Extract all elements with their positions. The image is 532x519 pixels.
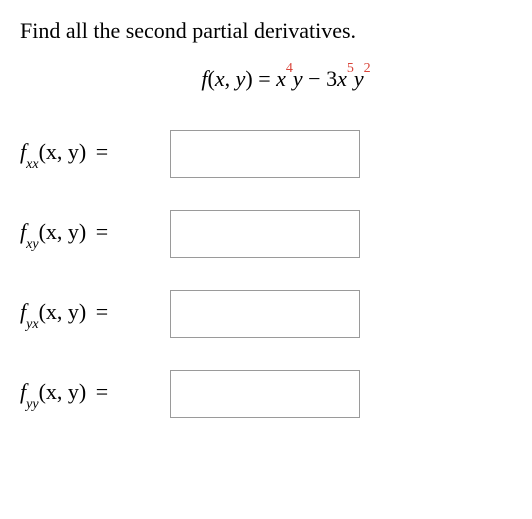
label-eq-3: = bbox=[92, 299, 112, 324]
eq-term2-exp: 5 bbox=[347, 61, 354, 76]
input-fxx[interactable] bbox=[170, 130, 360, 178]
label-eq-4: = bbox=[92, 379, 112, 404]
label-sub-xy: xy bbox=[26, 237, 38, 252]
eq-term2-exp2: 2 bbox=[364, 61, 371, 76]
input-fxy[interactable] bbox=[170, 210, 360, 258]
row-fyx: fyx(x, y) = bbox=[20, 290, 512, 338]
problem-prompt: Find all the second partial derivatives. bbox=[20, 18, 512, 44]
label-fyx: fyx(x, y) = bbox=[20, 299, 170, 329]
eq-minus: − bbox=[303, 66, 326, 91]
label-args-1: (x, y) bbox=[39, 139, 92, 164]
eq-y: y bbox=[236, 66, 246, 91]
label-sub-yy: yy bbox=[26, 397, 38, 412]
label-fyy: fyy(x, y) = bbox=[20, 379, 170, 409]
label-fxy: fxy(x, y) = bbox=[20, 219, 170, 249]
label-args-2: (x, y) bbox=[39, 219, 92, 244]
input-fyy[interactable] bbox=[170, 370, 360, 418]
eq-paren-close: ) bbox=[245, 66, 252, 91]
eq-term1-exp: 4 bbox=[286, 61, 293, 76]
label-sub-xx: xx bbox=[26, 157, 38, 172]
label-fxx: fxx(x, y) = bbox=[20, 139, 170, 169]
eq-term2-x: x bbox=[337, 66, 347, 91]
eq-term1-y: y bbox=[293, 66, 303, 91]
eq-term2-coef: 3 bbox=[326, 66, 337, 91]
label-args-3: (x, y) bbox=[39, 299, 92, 324]
label-eq-2: = bbox=[92, 219, 112, 244]
label-args-4: (x, y) bbox=[39, 379, 92, 404]
eq-term1-x: x bbox=[276, 66, 286, 91]
eq-x: x bbox=[215, 66, 225, 91]
function-equation: f(x, y) = x4y − 3x5y2 bbox=[60, 66, 512, 92]
eq-comma: , bbox=[225, 66, 236, 91]
eq-term2-y: y bbox=[354, 66, 364, 91]
row-fxx: fxx(x, y) = bbox=[20, 130, 512, 178]
eq-equals: = bbox=[253, 66, 276, 91]
label-sub-yx: yx bbox=[26, 317, 38, 332]
label-eq-1: = bbox=[92, 139, 112, 164]
input-fyx[interactable] bbox=[170, 290, 360, 338]
eq-paren-open: ( bbox=[208, 66, 215, 91]
row-fyy: fyy(x, y) = bbox=[20, 370, 512, 418]
row-fxy: fxy(x, y) = bbox=[20, 210, 512, 258]
